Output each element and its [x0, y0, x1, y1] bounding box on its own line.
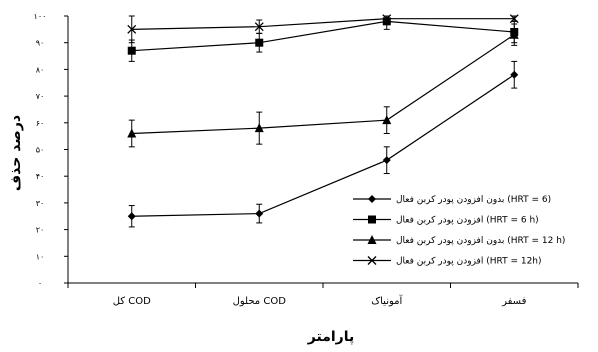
y-tick-label: ۸۰ [36, 65, 45, 74]
x-categories: کل COD محلول COD آمونیاک فسفر [67, 283, 579, 307]
series-line [131, 18, 515, 30]
data-point [382, 14, 392, 24]
y-tick-label: ۷۰ [36, 92, 45, 101]
data-point [382, 156, 391, 165]
y-axis-title: درصد حذف [8, 115, 24, 191]
data-point-stroke [254, 22, 264, 32]
data-point [509, 29, 519, 39]
x-axis-label: پارامتر [307, 329, 354, 345]
y-tick-label: ۶۰ [36, 119, 45, 128]
x-tick-label: کل COD [113, 296, 151, 307]
series-line [131, 74, 515, 217]
legend-item: افزودن پودر کربن فعال (HRT = 6 h) [353, 215, 539, 226]
data-point [382, 115, 392, 125]
legend-label: افزودن پودر کربن فعال (HRT = 6 h) [396, 216, 539, 226]
data-point [509, 14, 519, 24]
data-point [255, 209, 264, 218]
x-tick-label: آمونیاک [371, 294, 403, 307]
data-point [127, 24, 137, 34]
legend: بدون افزودن پودر کربن فعال (HRT = 6) افزو… [353, 195, 565, 267]
y-tick-label: ۱۰۰ [34, 12, 47, 21]
data-point-stroke [367, 256, 377, 265]
series-line [131, 20, 515, 52]
legend-label: بدون افزودن پودر کربن فعال (HRT = 6) [396, 195, 551, 205]
y-tick-label: ۳۰ [36, 199, 45, 208]
data-point [367, 235, 377, 244]
data-point [254, 22, 264, 32]
series-line [131, 34, 515, 135]
legend-label: افزودن پودر کربن فعال (HRT = 12h) [396, 257, 542, 267]
data-point [368, 195, 376, 203]
y-tick-label: ۲۰ [36, 226, 45, 235]
x-tick-label: محلول COD [233, 296, 287, 307]
y-axis-label: درصد حذف [8, 115, 24, 191]
legend-item: افزودن پودر کربن فعال (HRT = 12h) [353, 256, 542, 267]
series-4 [127, 14, 519, 44]
data-point [255, 38, 264, 47]
data-point [254, 123, 264, 133]
y-tick-label: ۴۰ [36, 172, 45, 181]
series-3 [127, 23, 519, 148]
legend-item: بدون افزودن پودر کربن فعال (HRT = 12 h) [353, 235, 565, 246]
data-point [367, 256, 377, 265]
y-tick-label: ۰ [38, 279, 42, 288]
y-tick-label: ۵۰ [36, 146, 45, 155]
y-tick-label: ۱۰ [36, 252, 45, 261]
x-tick-label: فسفر [501, 296, 526, 307]
data-point [127, 46, 136, 55]
data-point [127, 212, 136, 221]
data-point-stroke [127, 24, 137, 34]
data-point-stroke [382, 14, 392, 24]
data-point [510, 70, 519, 79]
series-group [127, 14, 519, 228]
data-point [368, 215, 376, 224]
y-ticks: ۰ ۱۰ ۲۰ ۳۰ ۴۰ ۵۰ ۶۰ ۷۰ ۸۰ ۹۰ ۱۰۰ [34, 12, 68, 288]
data-point [127, 128, 137, 138]
series-1 [127, 60, 519, 228]
legend-item: بدون افزودن پودر کربن فعال (HRT = 6) [353, 195, 551, 205]
y-tick-label: ۹۰ [36, 39, 45, 48]
legend-label: بدون افزودن پودر کربن فعال (HRT = 12 h) [396, 236, 565, 246]
data-point-stroke [509, 14, 519, 24]
